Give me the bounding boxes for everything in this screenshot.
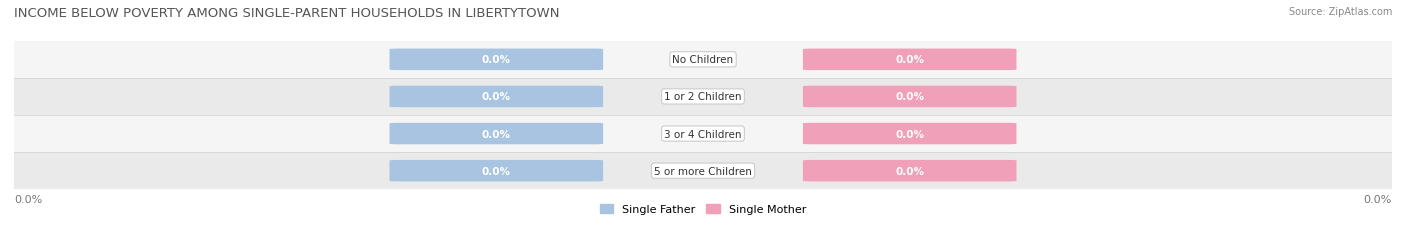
Text: 0.0%: 0.0% xyxy=(1364,194,1392,204)
Text: 0.0%: 0.0% xyxy=(482,129,510,139)
FancyBboxPatch shape xyxy=(389,160,603,182)
Bar xyxy=(14,79,1392,116)
Text: 1 or 2 Children: 1 or 2 Children xyxy=(664,92,742,102)
Legend: Single Father, Single Mother: Single Father, Single Mother xyxy=(598,202,808,216)
FancyBboxPatch shape xyxy=(803,123,1017,145)
Text: 5 or more Children: 5 or more Children xyxy=(654,166,752,176)
Text: Source: ZipAtlas.com: Source: ZipAtlas.com xyxy=(1288,7,1392,17)
Text: 0.0%: 0.0% xyxy=(896,55,924,65)
Text: 0.0%: 0.0% xyxy=(896,166,924,176)
Text: 0.0%: 0.0% xyxy=(482,55,510,65)
FancyBboxPatch shape xyxy=(389,49,603,71)
Bar xyxy=(14,42,1392,79)
FancyBboxPatch shape xyxy=(389,123,603,145)
FancyBboxPatch shape xyxy=(803,160,1017,182)
Bar xyxy=(14,116,1392,152)
FancyBboxPatch shape xyxy=(803,49,1017,71)
Bar xyxy=(14,152,1392,189)
Text: 0.0%: 0.0% xyxy=(482,92,510,102)
FancyBboxPatch shape xyxy=(389,86,603,108)
Text: 3 or 4 Children: 3 or 4 Children xyxy=(664,129,742,139)
Text: No Children: No Children xyxy=(672,55,734,65)
Text: 0.0%: 0.0% xyxy=(482,166,510,176)
Text: 0.0%: 0.0% xyxy=(896,92,924,102)
Text: 0.0%: 0.0% xyxy=(14,194,42,204)
FancyBboxPatch shape xyxy=(803,86,1017,108)
Text: INCOME BELOW POVERTY AMONG SINGLE-PARENT HOUSEHOLDS IN LIBERTYTOWN: INCOME BELOW POVERTY AMONG SINGLE-PARENT… xyxy=(14,7,560,20)
Text: 0.0%: 0.0% xyxy=(896,129,924,139)
